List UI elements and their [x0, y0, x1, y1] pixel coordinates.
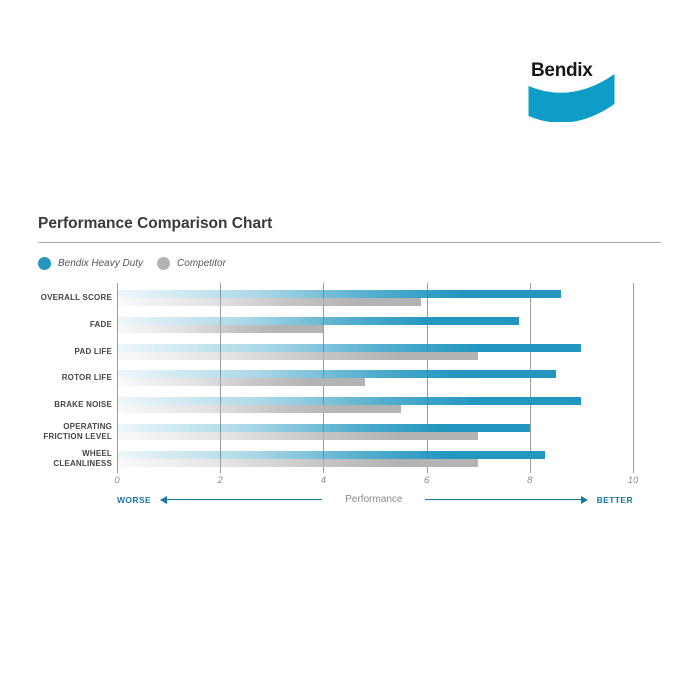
page-title: Performance Comparison Chart — [38, 215, 661, 243]
bar-row — [117, 290, 633, 306]
legend-label: Bendix Heavy Duty — [58, 258, 144, 269]
bendix-bar — [117, 316, 520, 325]
competitor-bar — [117, 351, 479, 360]
bendix-bar — [117, 397, 582, 406]
competitor-bar — [117, 405, 401, 414]
x-tick-label: 6 — [423, 475, 430, 486]
category-label: FADE — [89, 319, 112, 329]
bendix-logo: Bendix — [528, 61, 620, 122]
category-label: PAD LIFE — [74, 346, 112, 356]
category-label: OVERALL SCORE — [40, 293, 112, 302]
competitor-bar — [117, 298, 422, 306]
bar-row — [117, 397, 633, 414]
performance-axis-label: Performance — [345, 494, 403, 505]
bendix-bar — [117, 290, 561, 298]
axis-annotation: WORSE Performance BETTER — [117, 494, 633, 505]
bar-row — [117, 450, 633, 467]
legend-label: Competitor — [177, 258, 226, 269]
legend-dot-icon — [157, 257, 171, 270]
legend-item: Competitor — [157, 257, 226, 270]
bendix-bar — [117, 424, 530, 433]
bendix-bar — [117, 370, 556, 379]
category-label: OPERATING FRICTION LEVEL — [43, 422, 112, 442]
category-label: WHEEL CLEANLINESS — [53, 448, 112, 468]
bar-row — [117, 370, 633, 387]
chart-legend: Bendix Heavy Duty Competitor — [38, 257, 226, 270]
competitor-bar — [117, 324, 324, 333]
legend-dot-icon — [38, 257, 51, 270]
worse-label: WORSE — [117, 494, 152, 505]
bendix-bar — [117, 343, 582, 352]
gridline — [633, 283, 634, 473]
category-labels: OVERALL SCORE FADE PAD LIFE ROTOR LIFE BRAKE… — [36, 283, 112, 473]
competitor-bar — [117, 458, 479, 467]
x-tick-label: 4 — [320, 475, 327, 486]
plot-area — [117, 283, 634, 473]
category-label: BRAKE NOISE — [54, 400, 112, 410]
arrow-right-icon — [425, 495, 588, 504]
better-label: BETTER — [596, 494, 633, 505]
legend-item: Bendix Heavy Duty — [38, 257, 143, 270]
bar-rows — [117, 283, 633, 473]
competitor-bar — [117, 378, 365, 387]
x-tick-label: 0 — [114, 475, 120, 486]
competitor-bar — [117, 432, 479, 441]
bar-row — [117, 316, 633, 333]
bar-row — [117, 343, 633, 360]
x-axis-ticks: 0 2 4 6 8 10 — [114, 475, 638, 487]
x-tick-label: 2 — [217, 475, 223, 486]
bendix-swoosh-icon — [528, 74, 615, 122]
arrow-left-icon — [160, 495, 323, 504]
bendix-bar — [117, 450, 546, 459]
x-tick-label: 8 — [527, 475, 533, 486]
bendix-logo-text: Bendix — [531, 60, 593, 81]
bar-row — [117, 424, 633, 441]
x-tick-label: 10 — [627, 475, 639, 486]
category-label: ROTOR LIFE — [61, 373, 112, 383]
